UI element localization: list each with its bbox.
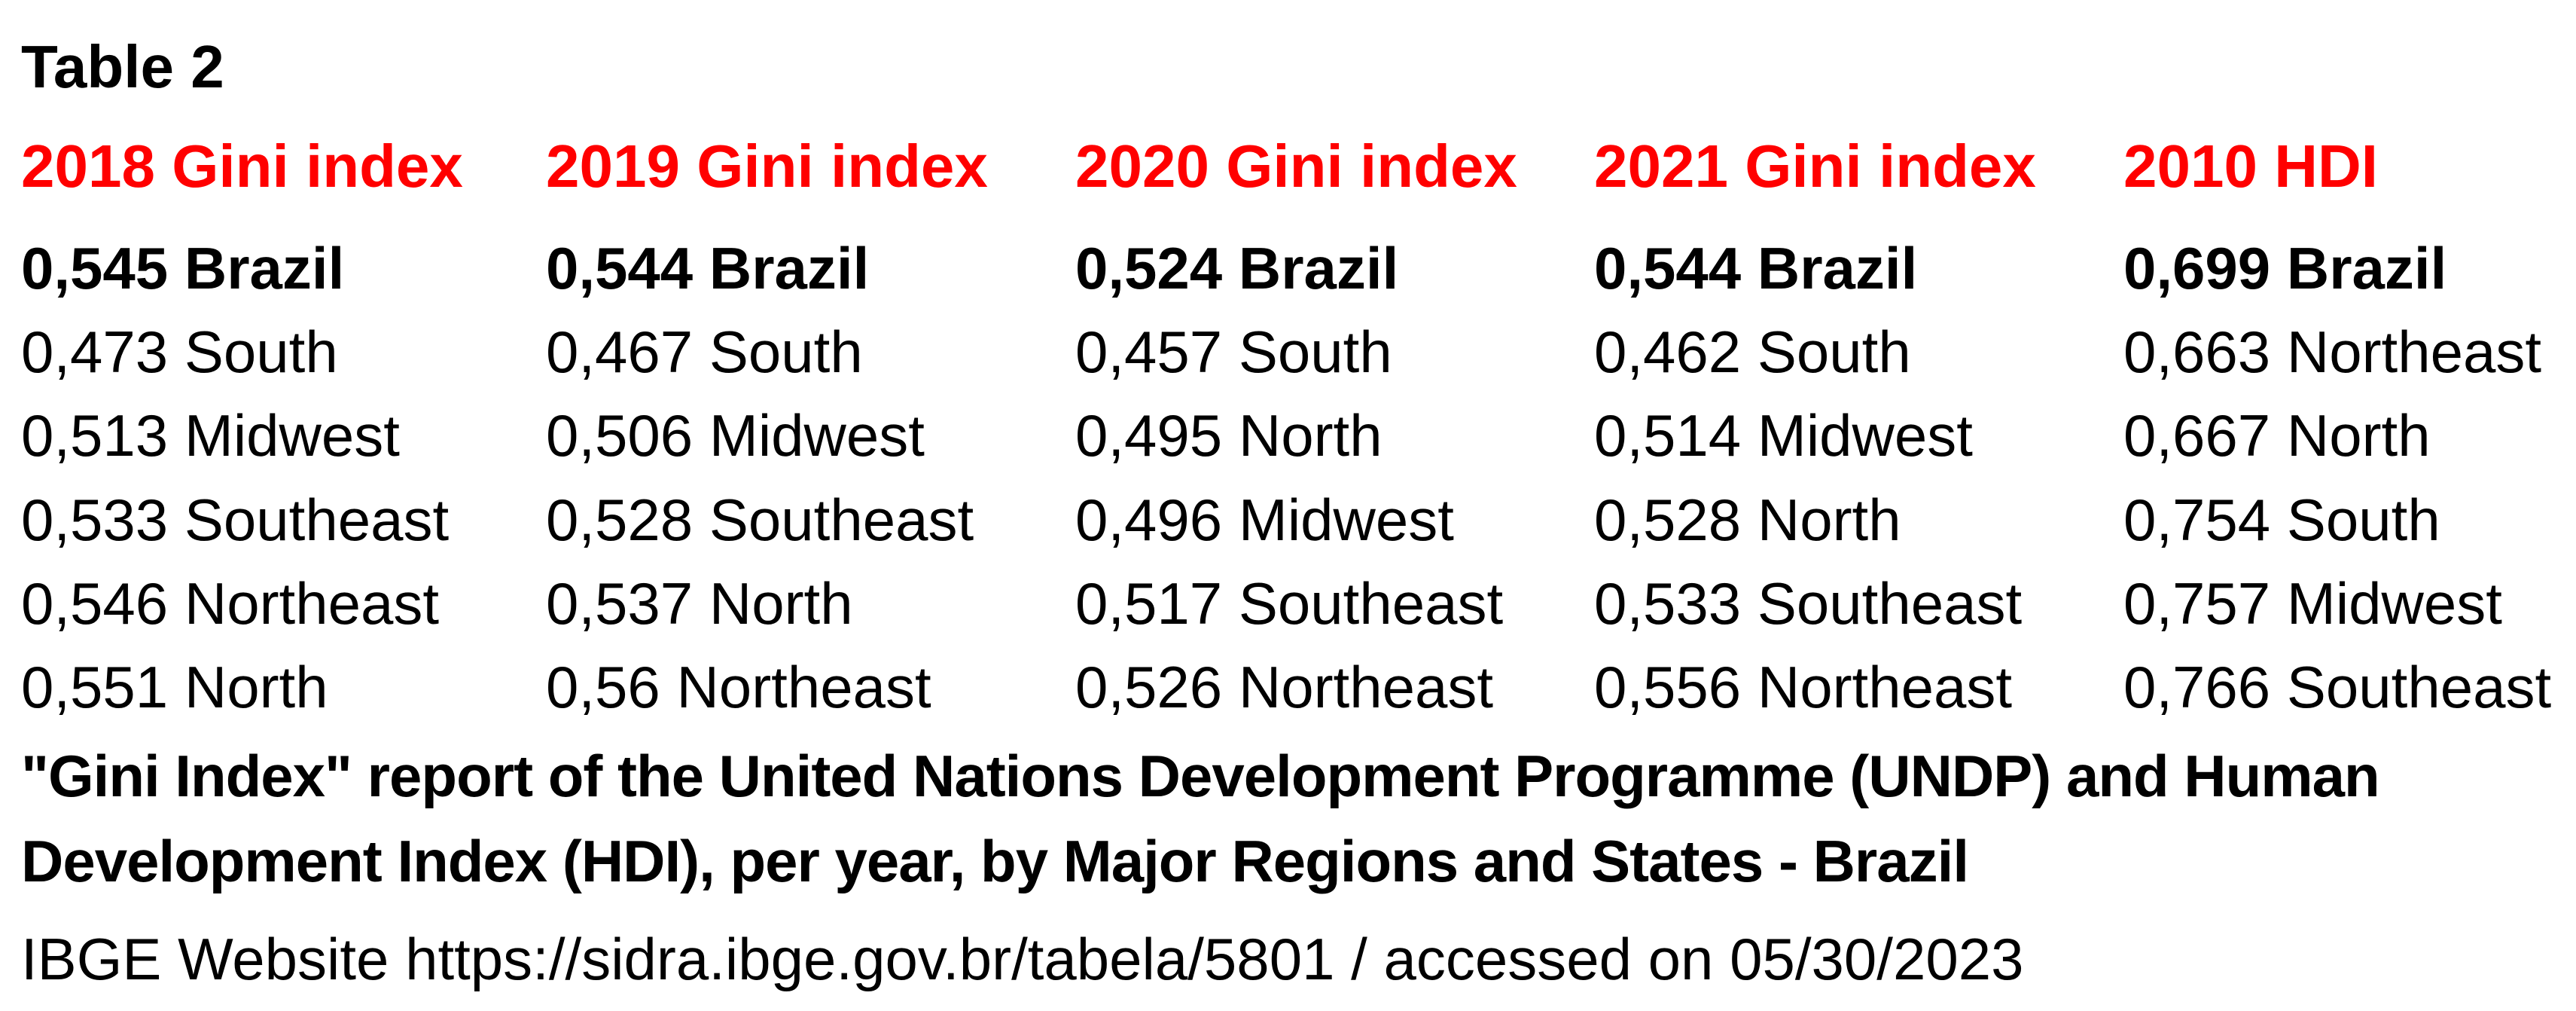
column-header-2018-gini: 2018 Gini index: [21, 133, 463, 200]
table-caption-line-1: "Gini Index" report of the United Nation…: [21, 743, 2380, 809]
table-cell: 0,526 Northeast: [1075, 654, 1494, 720]
table-cell: 0,513 Midwest: [21, 402, 400, 469]
table-cell: 0,757 Midwest: [2123, 570, 2502, 637]
table-cell: 0,524 Brazil: [1075, 235, 1399, 301]
table-cell: 0,533 Southeast: [1594, 570, 2023, 637]
table-cell: 0,663 Northeast: [2123, 319, 2542, 385]
table-cell: 0,496 Midwest: [1075, 487, 1454, 553]
column-header-2010-hdi: 2010 HDI: [2123, 133, 2378, 200]
table-row: 0,533 Southeast 0,528 Southeast 0,496 Mi…: [21, 490, 2440, 549]
table-cell: 0,533 Southeast: [21, 487, 450, 553]
table-caption-line-2: Development Index (HDI), per year, by Ma…: [21, 828, 1969, 894]
source-citation: IBGE Website https://sidra.ibge.gov.br/t…: [21, 926, 2024, 992]
table-cell: 0,56 Northeast: [546, 654, 931, 720]
table-cell: 0,544 Brazil: [1594, 235, 1918, 301]
table-cell: 0,506 Midwest: [546, 402, 925, 469]
table-cell: 0,514 Midwest: [1594, 402, 1973, 469]
table-cell: 0,467 South: [546, 319, 863, 385]
table-cell: 0,766 Southeast: [2123, 654, 2552, 720]
table-cell: 0,544 Brazil: [546, 235, 870, 301]
table-cell: 0,517 Southeast: [1075, 570, 1504, 637]
table-cell: 0,495 North: [1075, 402, 1383, 469]
table-cell: 0,556 Northeast: [1594, 654, 2013, 720]
table-header-row: 2018 Gini index 2019 Gini index 2020 Gin…: [21, 136, 2378, 197]
table-cell: 0,462 South: [1594, 319, 1911, 385]
table-row: 0,546 Northeast 0,537 North 0,517 Southe…: [21, 574, 2502, 633]
column-header-2021-gini: 2021 Gini index: [1594, 133, 2036, 200]
table-row: 0,513 Midwest 0,506 Midwest 0,495 North …: [21, 406, 2431, 465]
table-title: Table 2: [21, 33, 224, 100]
table-cell: 0,545 Brazil: [21, 235, 345, 301]
table-cell: 0,473 South: [21, 319, 338, 385]
table-cell: 0,699 Brazil: [2123, 235, 2447, 301]
table-row: 0,551 North 0,56 Northeast 0,526 Northea…: [21, 658, 2551, 716]
table-cell: 0,551 North: [21, 654, 328, 720]
table-row: 0,545 Brazil 0,544 Brazil 0,524 Brazil 0…: [21, 239, 2446, 298]
table-row: 0,473 South 0,467 South 0,457 South 0,46…: [21, 322, 2541, 381]
table-cell: 0,537 North: [546, 570, 853, 637]
table-cell: 0,667 North: [2123, 402, 2431, 469]
column-header-2020-gini: 2020 Gini index: [1075, 133, 1517, 200]
table-cell: 0,546 Northeast: [21, 570, 440, 637]
table-cell: 0,457 South: [1075, 319, 1392, 385]
table-cell: 0,528 North: [1594, 487, 1901, 553]
table-cell: 0,528 Southeast: [546, 487, 974, 553]
column-header-2019-gini: 2019 Gini index: [546, 133, 988, 200]
table-cell: 0,754 South: [2123, 487, 2440, 553]
